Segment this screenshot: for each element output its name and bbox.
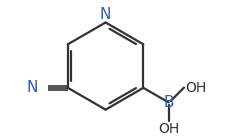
Text: B: B <box>163 95 174 110</box>
Text: N: N <box>27 80 38 95</box>
Text: N: N <box>100 7 111 22</box>
Text: OH: OH <box>158 122 179 136</box>
Text: OH: OH <box>185 81 206 95</box>
